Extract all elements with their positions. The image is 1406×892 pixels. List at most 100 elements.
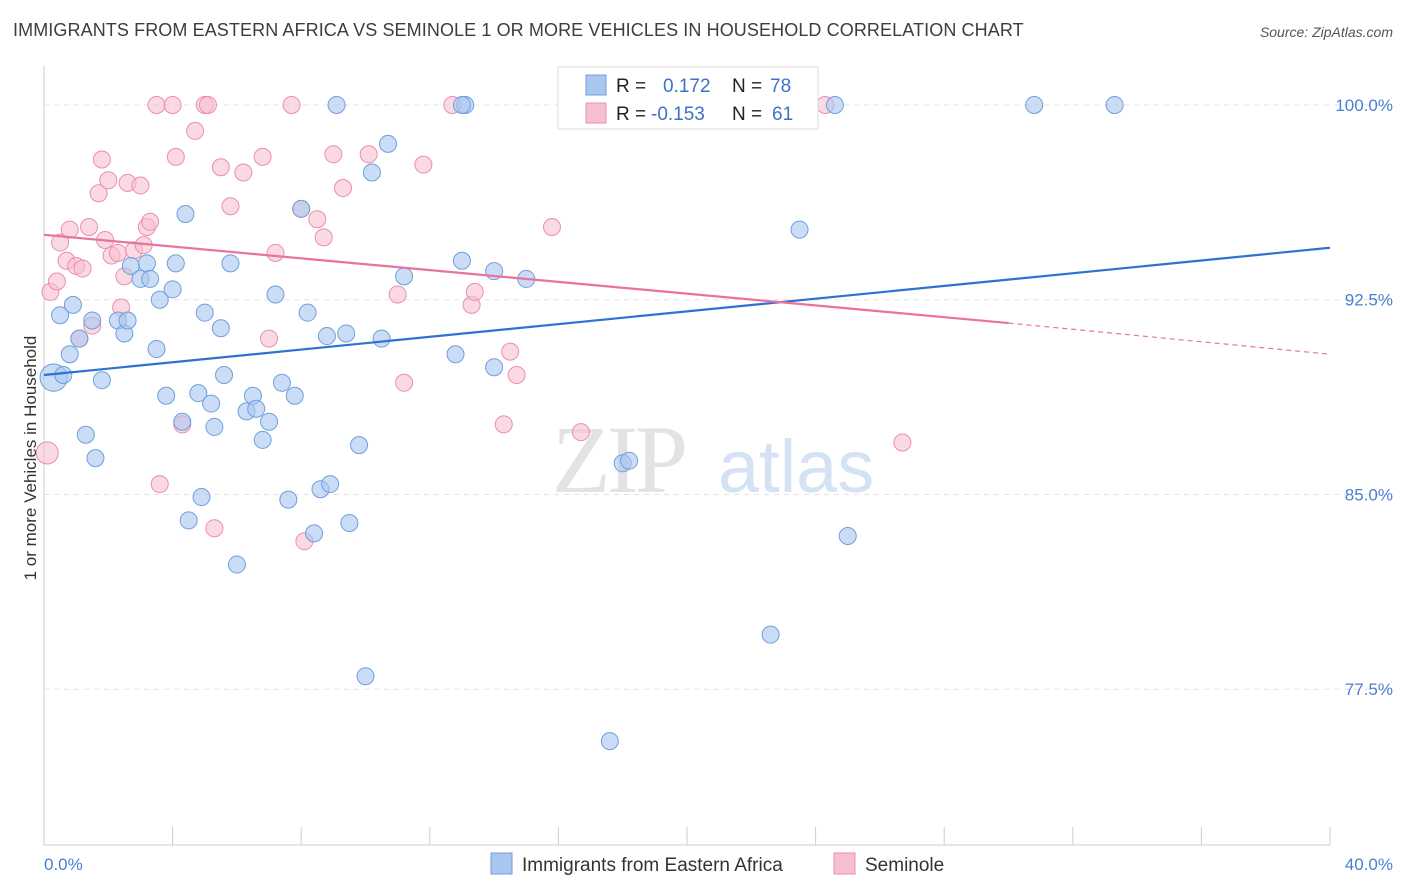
y-tick-label-0: 100.0% <box>1335 96 1393 115</box>
seminole-point-35 <box>221 197 240 216</box>
seminole-point-24 <box>141 212 160 231</box>
eastern-africa-point-32 <box>221 254 240 273</box>
seminole-point-9 <box>80 217 99 236</box>
seminole-point-39 <box>266 243 285 262</box>
seminole-point-55 <box>501 342 520 361</box>
axes <box>43 66 1331 846</box>
seminole-point-25 <box>147 95 166 114</box>
seminole-point-48 <box>388 285 407 304</box>
legend-swatch-blue <box>585 74 607 96</box>
eastern-africa-point-2 <box>51 306 70 325</box>
legend-r-value-2: -0.153 <box>651 104 705 125</box>
eastern-africa-point-44 <box>298 303 317 322</box>
seminole-point-38 <box>260 329 279 348</box>
eastern-africa-point-25 <box>189 384 208 403</box>
eastern-africa-point-37 <box>253 430 272 449</box>
eastern-africa-point-7 <box>83 311 102 330</box>
seminole-point-11 <box>89 184 108 203</box>
eastern-africa-point-31 <box>215 366 234 385</box>
eastern-africa-point-3 <box>60 345 79 364</box>
y-tick-label-2: 85.0% <box>1345 485 1393 504</box>
eastern-africa-point-71 <box>838 526 857 545</box>
eastern-africa-point-72 <box>1025 95 1044 114</box>
seminole-point-14 <box>99 171 118 190</box>
bottom-legend-swatch-pink <box>833 852 856 875</box>
x-tick-label-0: 0.0% <box>44 855 83 874</box>
seminole-point-0 <box>35 441 59 465</box>
seminole-point-28 <box>166 147 185 166</box>
eastern-africa-point-16 <box>141 269 160 288</box>
seminole-point-57 <box>542 217 561 236</box>
seminole-point-36 <box>234 163 253 182</box>
bottom-legend-label-pink: Seminole <box>865 855 944 876</box>
legend-r-label-2: R = <box>616 104 646 125</box>
legend-r-value-1: 0.172 <box>663 76 711 97</box>
eastern-africa-point-39 <box>266 285 285 304</box>
eastern-africa-point-55 <box>372 329 391 348</box>
eastern-africa-point-47 <box>317 327 336 346</box>
eastern-africa-point-36 <box>247 399 266 418</box>
eastern-africa-point-18 <box>150 290 169 309</box>
seminole-point-47 <box>359 145 378 164</box>
eastern-africa-point-12 <box>118 311 137 330</box>
seminole-point-53 <box>465 282 484 301</box>
seminole-point-44 <box>314 228 333 247</box>
watermark: ZIP atlas <box>552 406 874 513</box>
eastern-africa-point-20 <box>163 280 182 299</box>
seminole-point-26 <box>150 475 169 494</box>
seminole-point-58 <box>571 423 590 442</box>
eastern-africa-point-24 <box>179 511 198 530</box>
x-tick-label-1: 40.0% <box>1345 855 1393 874</box>
eastern-africa-point-59 <box>452 251 471 270</box>
eastern-africa-point-15 <box>137 254 156 273</box>
eastern-africa-point-23 <box>176 205 195 224</box>
eastern-africa-point-28 <box>202 394 221 413</box>
eastern-africa-point-19 <box>157 386 176 405</box>
seminole-point-30 <box>186 121 205 140</box>
eastern-africa-point-65 <box>600 732 619 751</box>
eastern-africa-point-51 <box>340 514 359 533</box>
seminole-point-16 <box>108 243 127 262</box>
eastern-africa-point-69 <box>790 220 809 239</box>
eastern-africa-point-68 <box>761 625 780 644</box>
seminole-point-56 <box>507 366 526 385</box>
eastern-africa-point-54 <box>362 163 381 182</box>
eastern-africa-point-38 <box>260 412 279 431</box>
seminole-point-46 <box>333 179 352 198</box>
seminole-point-27 <box>163 95 182 114</box>
trend-lines <box>43 233 1331 377</box>
eastern-africa-point-26 <box>192 488 211 507</box>
seminole-point-33 <box>205 519 224 538</box>
y-tick-label-3: 77.5% <box>1345 680 1393 699</box>
eastern-africa-point-5 <box>70 329 89 348</box>
bottom-legend-swatch-blue <box>490 852 513 875</box>
eastern-africa-point-1 <box>54 366 73 385</box>
eastern-africa-point-50 <box>337 324 356 343</box>
seminole-point-50 <box>414 155 433 174</box>
watermark-atlas: atlas <box>718 425 874 508</box>
legend-n-value-1: 78 <box>770 76 791 97</box>
legend-r-label-1: R = <box>616 76 646 97</box>
seminole-point-45 <box>324 145 343 164</box>
seminole-point-60 <box>893 433 912 452</box>
trend-line-eastern-africa <box>43 246 1331 377</box>
eastern-africa-point-4 <box>63 295 82 314</box>
eastern-africa-point-48 <box>321 475 340 494</box>
eastern-africa-point-22 <box>173 412 192 431</box>
eastern-africa-points <box>39 95 1124 751</box>
y-axis-label: 1 or more Vehicles in Household <box>21 336 40 581</box>
eastern-africa-point-41 <box>279 490 298 509</box>
eastern-africa-point-6 <box>76 425 95 444</box>
trend-line-seminole-extension <box>1008 322 1331 355</box>
eastern-africa-point-17 <box>147 340 166 359</box>
seminole-point-8 <box>73 259 92 278</box>
eastern-africa-point-21 <box>166 254 185 273</box>
seminole-point-54 <box>494 415 513 434</box>
eastern-africa-point-67 <box>620 451 639 470</box>
y-tick-label-1: 92.5% <box>1345 291 1393 310</box>
legend-swatch-pink <box>585 102 607 124</box>
trend-line-seminole <box>43 233 1009 325</box>
eastern-africa-point-62 <box>485 358 504 377</box>
seminole-point-40 <box>282 95 301 114</box>
